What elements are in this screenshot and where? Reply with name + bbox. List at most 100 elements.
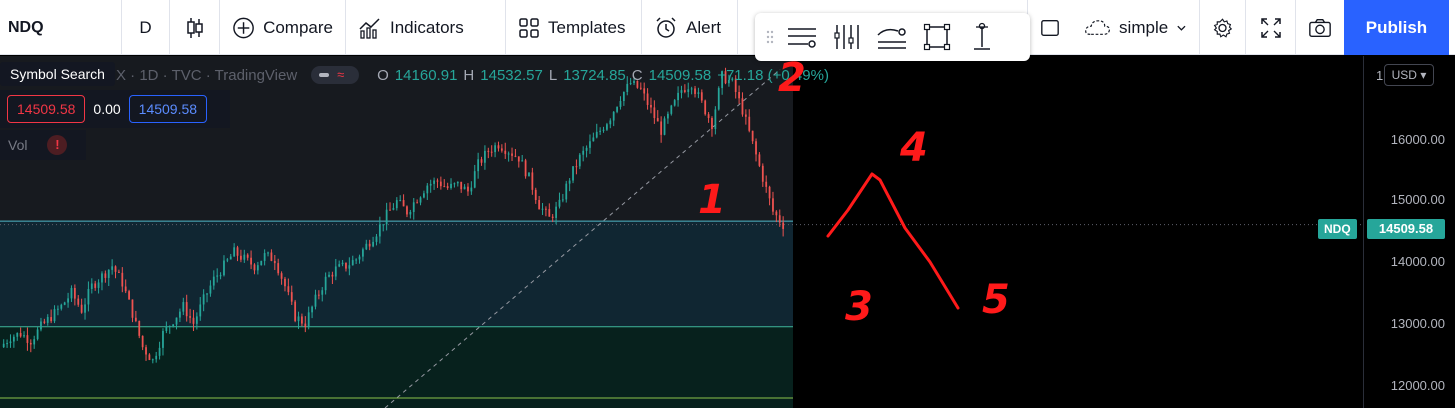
candle-body (94, 283, 97, 288)
candle-body (73, 287, 76, 299)
candle-body (480, 159, 483, 163)
zone-middle (0, 221, 793, 327)
candle-body (362, 249, 364, 257)
settings-button[interactable] (1200, 0, 1246, 55)
indicators-icon (359, 17, 380, 39)
candle-body (12, 336, 15, 342)
candle-body (365, 243, 368, 250)
volume-legend[interactable]: Vol ! (0, 130, 86, 160)
vertical-lines-button[interactable] (824, 13, 869, 61)
close-value: 14509.58 (648, 66, 712, 84)
candle-body (50, 317, 53, 322)
candle-body (748, 116, 751, 131)
candle-body (328, 274, 330, 277)
sell-button[interactable]: 14509.58 (7, 95, 86, 123)
candle-body (467, 186, 469, 192)
warning-icon[interactable]: ! (47, 135, 68, 155)
candle-body (667, 113, 669, 119)
candle-body (555, 206, 557, 218)
candle-body (700, 92, 703, 101)
candle-body (453, 183, 456, 185)
symbol-search-button[interactable]: NDQ (0, 0, 122, 55)
candle-body (355, 259, 358, 261)
bar-style-button[interactable] (170, 0, 220, 55)
publish-button[interactable]: Publish (1344, 0, 1449, 55)
interval-label: D (139, 17, 152, 37)
candle-body (541, 208, 544, 210)
drag-handle-icon[interactable] (761, 25, 779, 49)
candle-body (97, 282, 100, 288)
candle-body (392, 208, 395, 210)
candle-body (341, 262, 344, 265)
candle-body (114, 266, 117, 272)
interval-button[interactable]: D (122, 0, 170, 55)
candle-body (226, 259, 229, 261)
candle-body (206, 293, 208, 295)
candle-body (528, 172, 530, 177)
candle-body (765, 181, 768, 187)
price-tick: 13000.00 (1390, 316, 1445, 331)
candle-body (141, 335, 144, 348)
templates-button[interactable]: Templates (506, 0, 642, 55)
currency-label: USD (1391, 68, 1417, 82)
candle-body (538, 200, 541, 210)
indicators-button[interactable]: Indicators (346, 0, 506, 55)
candle-body (233, 247, 236, 257)
candle-body (280, 273, 283, 279)
candle-body (497, 145, 500, 149)
currency-button[interactable]: USD ▾ (1384, 64, 1434, 86)
candle-body (138, 320, 141, 336)
candle-body (399, 200, 402, 202)
compare-button[interactable]: Compare (220, 0, 346, 55)
curve-button[interactable] (869, 13, 914, 61)
frame-button[interactable] (914, 13, 959, 61)
trend-line (384, 69, 781, 408)
candle-body (426, 185, 429, 194)
layout-button[interactable]: simple (1072, 0, 1200, 55)
series-legend[interactable]: X · 1D · TVC · TradingView ≈ O 14160.91 H… (116, 66, 829, 84)
line-style-button[interactable] (779, 13, 824, 61)
candle-body (60, 304, 63, 309)
candle-body (524, 160, 527, 177)
legend-visibility-toggle[interactable]: ≈ (311, 66, 360, 84)
candle-body (6, 343, 8, 345)
candle-body (145, 347, 147, 355)
candle-body (772, 198, 774, 212)
candle-body (636, 80, 639, 88)
fullscreen-button[interactable] (1246, 0, 1296, 55)
annotation-number: 3 (845, 284, 873, 330)
candle-body (246, 254, 249, 258)
candle-body (406, 206, 408, 215)
candle-body (463, 186, 466, 190)
candle-body (487, 150, 490, 152)
top-toolbar: NDQ D Compare (0, 0, 1455, 55)
candle-body (297, 316, 300, 322)
candle-body (500, 148, 503, 151)
candle-body (758, 154, 761, 166)
buy-sell-panel: 14509.58 0.00 14509.58 (0, 90, 230, 128)
candle-body (443, 186, 446, 188)
snapshot-button[interactable] (1296, 0, 1344, 55)
gear-icon (1213, 17, 1233, 38)
candle-body (277, 263, 280, 274)
price-tick: 12000.00 (1390, 378, 1445, 393)
candle-body (782, 222, 785, 229)
candle-body (768, 186, 771, 199)
candle-body (433, 180, 435, 184)
candle-body (439, 181, 442, 187)
layout-label: simple (1119, 17, 1169, 37)
candle-body (175, 317, 178, 325)
candle-body (57, 308, 59, 310)
candle-body (402, 200, 405, 207)
candle-body (582, 150, 585, 155)
eye-icon (319, 73, 330, 77)
candle-body (358, 256, 361, 260)
candle-body (612, 111, 615, 121)
candle-body (734, 78, 737, 92)
candle-body (36, 329, 39, 340)
alert-button[interactable]: Alert (642, 0, 738, 55)
candle-body (714, 109, 717, 130)
buy-button[interactable]: 14509.58 (128, 95, 208, 123)
text-cursor-button[interactable] (959, 13, 1004, 61)
rectangle-tool-button[interactable] (1028, 0, 1072, 55)
